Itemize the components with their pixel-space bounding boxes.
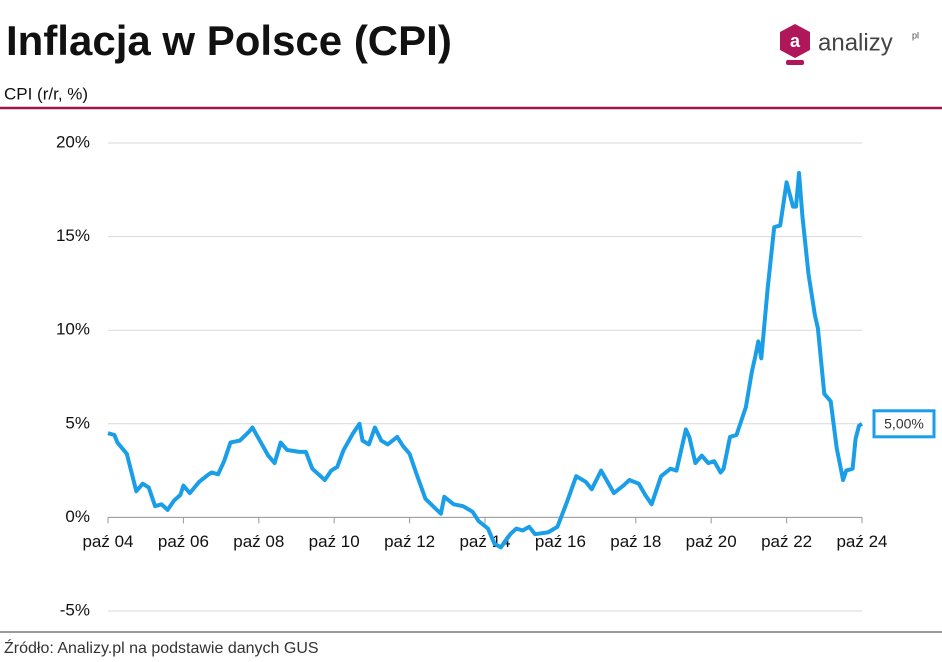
line [107, 171, 864, 550]
x-tick-label: paź 08 [233, 532, 284, 551]
chart-title: Inflacja w Polsce (CPI) [6, 17, 452, 64]
logo-base [786, 60, 804, 65]
source: Źródło: Analizy.pl na podstawie danych G… [4, 638, 319, 657]
x-tick-label: paź 04 [82, 532, 133, 551]
logo-suffix: pl [912, 30, 919, 40]
x-tick-label: paź 22 [761, 532, 812, 551]
value-label-box [872, 409, 936, 439]
x-tick-label: paź 18 [610, 532, 661, 551]
logo-icon [780, 24, 810, 58]
x-tick-label: paź 06 [158, 532, 209, 551]
y-tick-label: 15% [56, 226, 90, 245]
logo-icon-text: a [790, 31, 801, 51]
x-tick-label: paź 12 [384, 532, 435, 551]
y-tick-label: 10% [56, 320, 90, 339]
x-tick-label: paź 10 [309, 532, 360, 551]
x-tick-label: paź 24 [836, 532, 887, 551]
x-tick-label: paź 16 [535, 532, 586, 551]
logo: a analizy pl [780, 24, 919, 65]
x-tick-label: paź 20 [686, 532, 737, 551]
y-tick-label: 5% [65, 413, 90, 432]
y-tick-label: 20% [56, 132, 90, 151]
value-label: 5,00% [884, 416, 924, 432]
logo-text: analizy [818, 29, 893, 56]
subtitle: CPI (r/r, %) [4, 84, 88, 103]
y-tick-label: 0% [65, 507, 90, 526]
y-tick-label: -5% [60, 600, 90, 619]
